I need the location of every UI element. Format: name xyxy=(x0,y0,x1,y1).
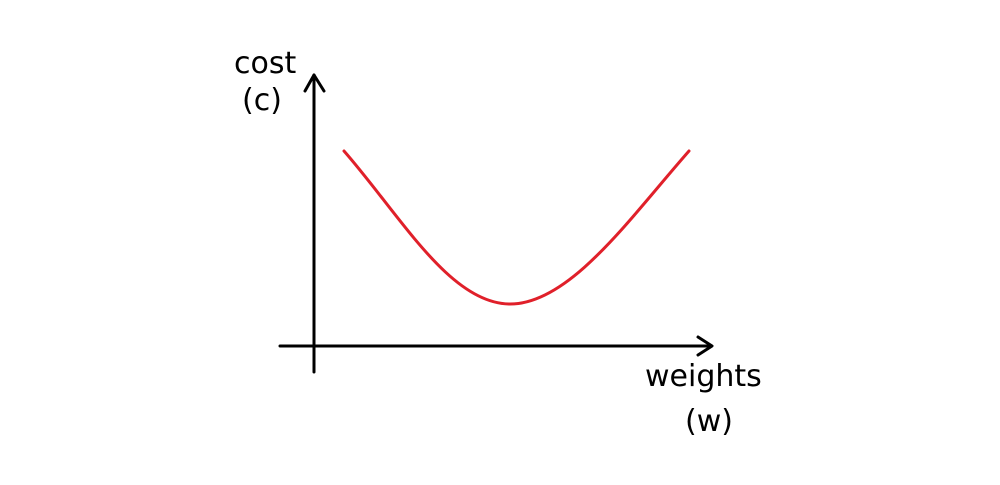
y-axis-label-cost: cost xyxy=(234,46,296,81)
y-axis-label-symbol: (c) xyxy=(242,83,282,118)
x-axis-label-symbol: (w) xyxy=(685,404,733,439)
cost-curve xyxy=(342,149,691,306)
x-axis-arrowhead xyxy=(696,335,714,357)
x-axis-label-weights: weights xyxy=(645,359,762,394)
y-axis-arrowhead xyxy=(303,73,326,93)
